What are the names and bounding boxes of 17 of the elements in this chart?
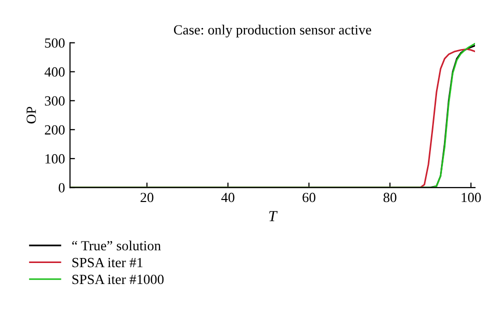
y-tick-label: 500 [45,38,65,48]
legend-label: “ True” solution [72,240,161,250]
y-tick-label: 300 [44,96,65,106]
legend-label: SPSA iter #1000 [72,274,164,284]
x-axis-title: T [269,211,278,222]
y-tick-label: 200 [44,125,65,135]
x-tick-label: 20 [140,192,154,202]
legend-label: SPSA iter #1 [72,258,142,268]
y-tick-label: 0 [58,183,65,192]
x-tick-label: 80 [384,192,396,202]
x-tick-label: 40 [221,192,234,202]
x-tick-label: 100 [462,192,481,202]
chart-title: Case: only production sensor active [174,24,372,38]
x-tick-label: 60 [302,192,316,202]
y-tick-label: 400 [44,67,65,77]
y-tick-label: 100 [46,154,65,164]
y-axis-title: OP [26,106,36,124]
